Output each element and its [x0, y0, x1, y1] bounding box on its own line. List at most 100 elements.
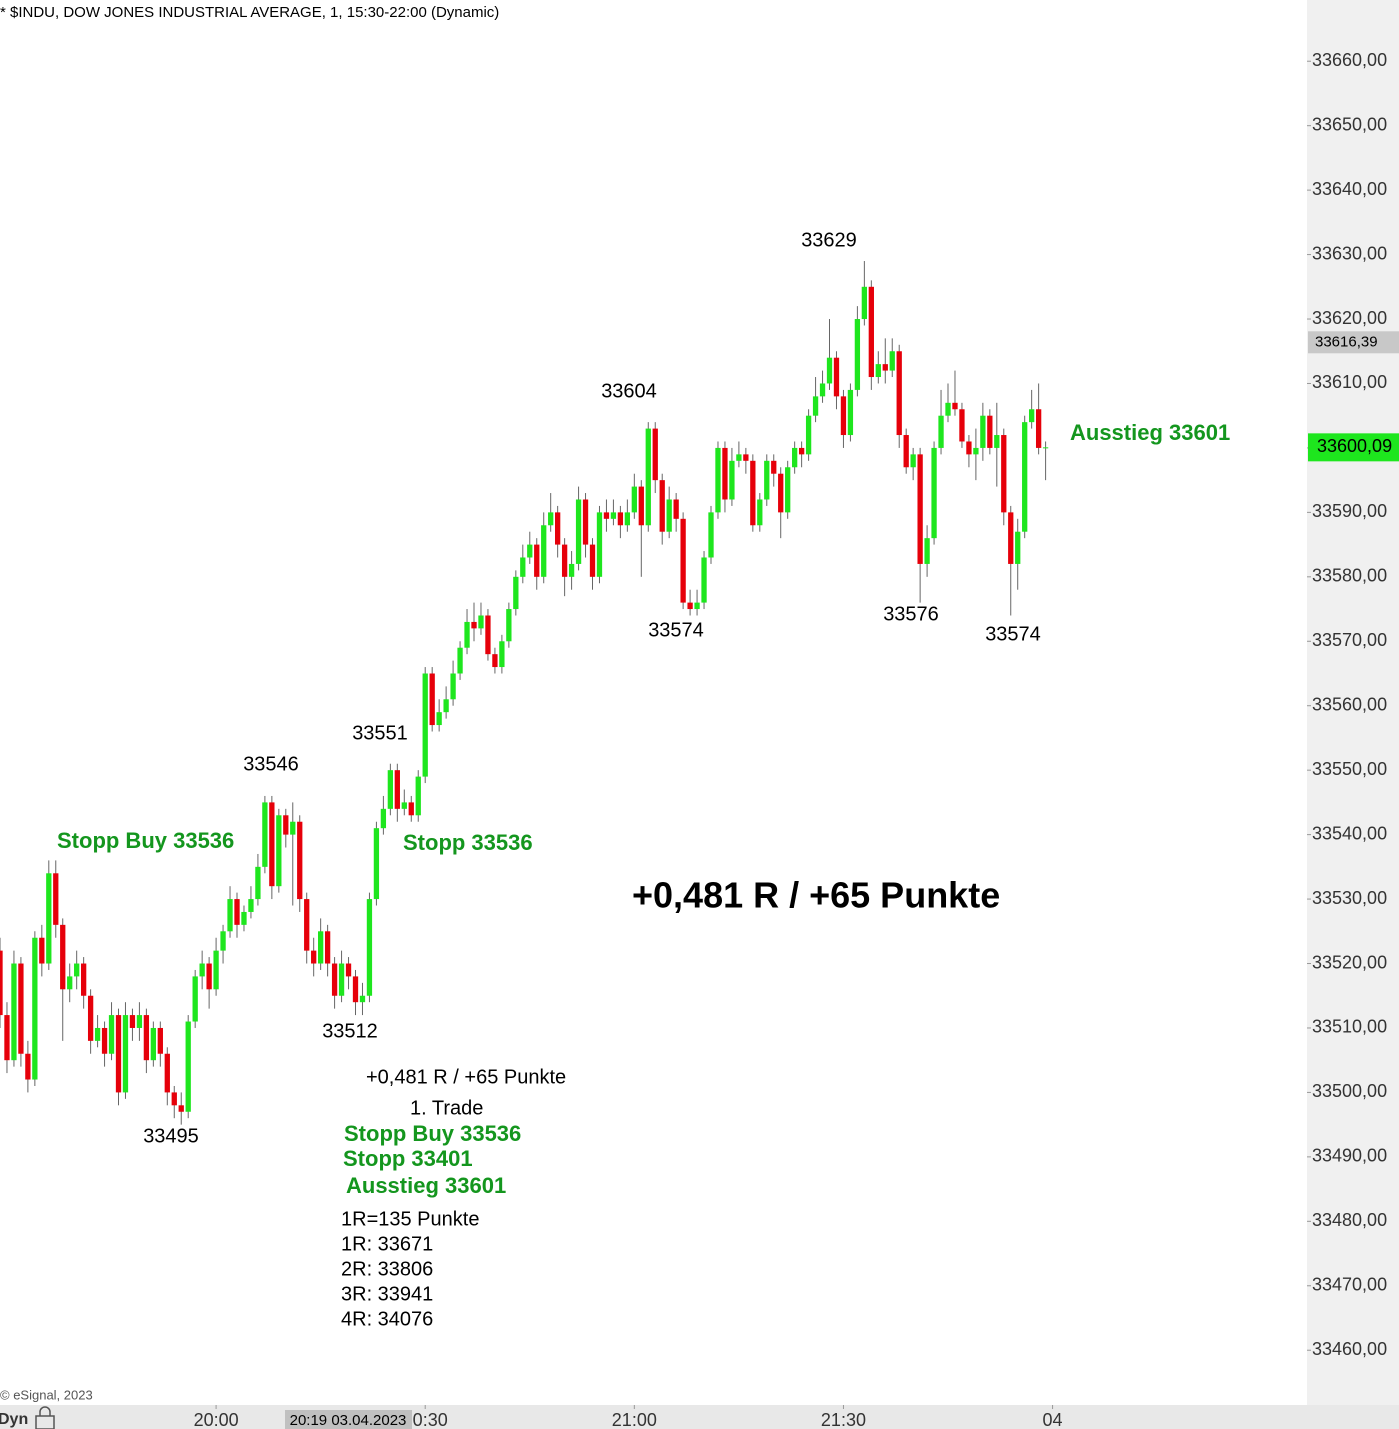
- candle-body: [506, 609, 512, 642]
- y-tick-label: 33530,00: [1312, 888, 1387, 908]
- candle-body: [345, 963, 352, 977]
- candle-body: [311, 950, 317, 964]
- y-tick-label: 33560,00: [1312, 694, 1387, 714]
- candle-body: [60, 924, 66, 990]
- trade-note: Stopp Buy 33536: [344, 1121, 521, 1146]
- candle-body: [387, 770, 394, 809]
- candle-body: [785, 467, 791, 513]
- candle-body: [18, 963, 24, 1054]
- candle-body: [485, 615, 491, 655]
- y-tick-label: 33540,00: [1312, 823, 1387, 843]
- candle-body: [11, 963, 17, 1061]
- candle-body: [973, 447, 979, 455]
- candle-body: [394, 770, 400, 809]
- signal-annotation: Stopp Buy 33536: [57, 828, 234, 853]
- candle-body: [1029, 409, 1035, 423]
- candle-body: [324, 931, 331, 964]
- candle-body: [1035, 409, 1042, 448]
- candle-body: [924, 538, 930, 564]
- candle-body: [652, 428, 658, 481]
- candle-body: [192, 976, 198, 1022]
- candle-body: [896, 351, 902, 436]
- candle-body: [715, 447, 721, 513]
- candle-body: [1015, 531, 1021, 564]
- trade-note: 2R: 33806: [341, 1258, 433, 1280]
- candle-body: [185, 1021, 191, 1112]
- candle-body: [541, 525, 547, 577]
- candle-body: [352, 976, 359, 1003]
- candle-body: [67, 976, 73, 990]
- candle-body: [589, 544, 596, 577]
- candle-body: [471, 621, 477, 629]
- price-axis-panel: [1307, 0, 1399, 1429]
- candle-body: [32, 937, 38, 1080]
- candle-body: [80, 963, 87, 996]
- candle-body: [129, 1015, 136, 1028]
- candle-body: [304, 899, 310, 951]
- candle-body: [966, 441, 972, 455]
- candle-body: [150, 1027, 157, 1061]
- candle-body: [694, 602, 700, 610]
- price-annotation: 33574: [985, 623, 1041, 645]
- candle-body: [771, 460, 777, 474]
- lock-icon[interactable]: [35, 1406, 55, 1429]
- candle-body: [380, 808, 387, 829]
- candle-body: [764, 460, 770, 500]
- candle-body: [255, 866, 261, 900]
- candle-body: [276, 815, 282, 887]
- x-tick-label: 20:00: [194, 1410, 239, 1429]
- candle-body: [213, 950, 219, 990]
- signal-annotation: Ausstieg 33601: [1070, 420, 1230, 445]
- mode-label[interactable]: Dyn: [0, 1411, 28, 1428]
- candle-body: [868, 286, 874, 378]
- candle-body: [0, 950, 3, 1016]
- candle-body: [401, 802, 407, 809]
- candle-body: [534, 544, 540, 577]
- y-tick-label: 33570,00: [1312, 630, 1387, 650]
- candle-body: [959, 409, 965, 442]
- candle-body: [101, 1027, 108, 1054]
- candle-body: [561, 544, 568, 577]
- candle-body: [457, 647, 463, 674]
- candle-body: [854, 319, 861, 390]
- price-annotation: 33495: [143, 1125, 199, 1147]
- candle-body: [610, 512, 617, 519]
- candle-body: [638, 486, 644, 526]
- candle-body: [366, 899, 373, 996]
- candle-body: [74, 963, 80, 977]
- candle-body: [220, 931, 226, 951]
- candle-body: [422, 673, 428, 777]
- candle-body: [39, 937, 45, 964]
- candle-body: [952, 402, 958, 410]
- trade-note: 1R: 33671: [341, 1233, 433, 1255]
- trade-note: 1. Trade: [410, 1097, 483, 1119]
- candle-body: [847, 389, 854, 436]
- candle-body: [750, 460, 756, 526]
- candle-body: [673, 499, 679, 519]
- candle-body: [53, 873, 59, 925]
- candle-body: [938, 415, 944, 448]
- price-annotation: 33512: [322, 1020, 378, 1042]
- candle-body: [199, 963, 205, 977]
- trade-note: 4R: 34076: [341, 1308, 433, 1330]
- signal-annotation: Stopp 33536: [403, 830, 533, 855]
- candle-body: [331, 963, 338, 996]
- candle-body: [582, 499, 589, 545]
- candle-body: [143, 1015, 150, 1061]
- trade-note: Stopp 33401: [343, 1146, 473, 1171]
- candle-body: [87, 995, 94, 1041]
- crosshair-time-label: 20:19 03.04.2023: [290, 1412, 407, 1429]
- crosshair-time-box: [285, 1410, 412, 1429]
- y-tick-label: 33620,00: [1312, 308, 1387, 328]
- candle-body: [931, 447, 937, 539]
- candle-body: [994, 435, 1000, 448]
- candle-body: [680, 518, 686, 603]
- candle-body: [757, 499, 763, 526]
- candle-body: [4, 1015, 10, 1061]
- candle-body: [46, 873, 52, 964]
- candle-body: [917, 454, 923, 564]
- price-annotation: 33574: [648, 619, 704, 641]
- candle-body: [666, 499, 672, 532]
- candle-body: [596, 512, 603, 577]
- candle-body: [555, 512, 561, 545]
